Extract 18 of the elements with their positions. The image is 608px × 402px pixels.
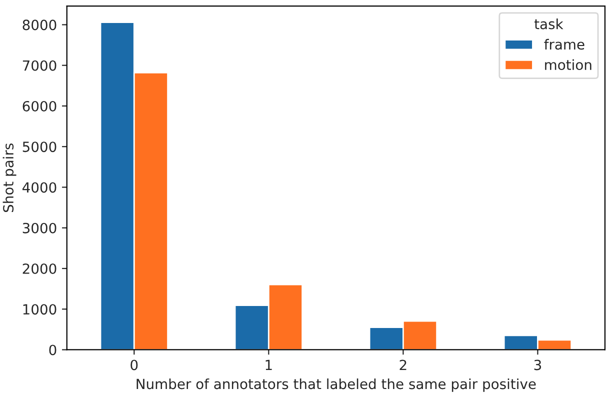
y-tick-label: 0 [49, 344, 56, 356]
x-tick-label: 2 [400, 360, 406, 370]
y-tick-label: 7000 [22, 60, 56, 71]
y-axis-title: Shot pairs [2, 144, 16, 212]
y-tick-label: 8000 [22, 20, 56, 30]
x-tick-label: 0 [130, 360, 138, 370]
x-tick-label: 3 [534, 360, 542, 370]
y-tick-label: 1000 [23, 304, 56, 315]
y-tick-label: 5000 [22, 142, 56, 152]
x-axis-title: Number of annotators that labeled the same pair positive [136, 378, 536, 392]
y-tick-label: 3000 [22, 222, 56, 234]
x-tick-label: 1 [266, 360, 272, 370]
legend-title: task [534, 18, 564, 30]
y-tick-label: 6000 [22, 100, 56, 112]
y-tick-label: 2000 [22, 263, 56, 274]
legend-label: motion [545, 59, 592, 70]
y-tick-label: 4000 [22, 182, 56, 193]
legend-label: frame [544, 38, 584, 50]
